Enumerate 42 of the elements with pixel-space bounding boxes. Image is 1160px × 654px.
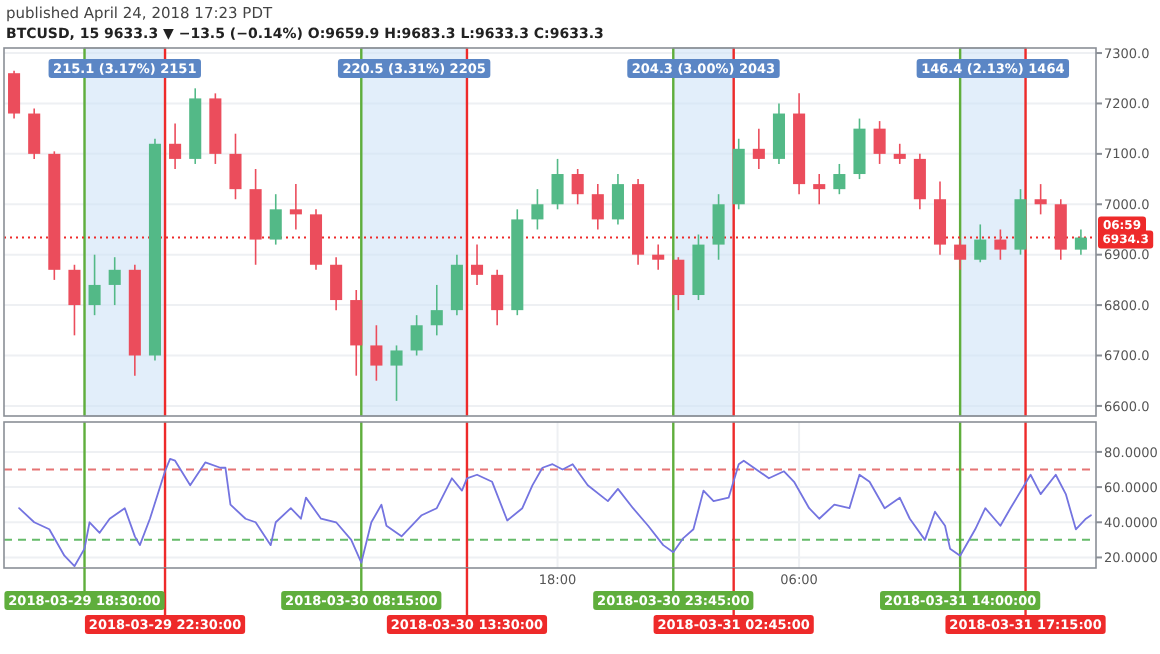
- candlestick: [933, 180, 947, 256]
- candlestick: [712, 193, 725, 261]
- candlestick: [410, 314, 423, 357]
- candlestick: [8, 69, 21, 120]
- candlestick: [652, 243, 665, 271]
- candlestick: [1074, 228, 1087, 256]
- candlestick: [853, 117, 866, 180]
- candlestick: [28, 107, 41, 160]
- candlestick: [954, 238, 967, 271]
- candlestick: [108, 256, 121, 306]
- candlestick: [551, 158, 564, 211]
- candlestick: [893, 142, 906, 165]
- candlestick: [913, 153, 926, 211]
- candlestick: [591, 183, 604, 231]
- candlestick: [450, 253, 463, 316]
- candlestick: [68, 263, 81, 337]
- candlestick: [813, 173, 826, 206]
- candlestick: [491, 269, 504, 327]
- candlestick: [611, 173, 624, 226]
- candlestick: [752, 127, 765, 170]
- candlestick: [330, 256, 343, 311]
- candlestick: [350, 289, 363, 377]
- candlestick: [994, 228, 1007, 261]
- candlestick: [772, 102, 786, 165]
- candlestick: [269, 193, 282, 246]
- candlestick: [974, 223, 987, 264]
- candlestick: [88, 253, 101, 316]
- candlestick: [169, 122, 182, 170]
- candlestick: [470, 243, 484, 286]
- candlestick: [430, 284, 443, 337]
- candlestick: [1034, 183, 1047, 216]
- candlestick: [1054, 198, 1067, 261]
- candlestick: [531, 188, 544, 231]
- candlestick: [370, 324, 383, 382]
- candlestick: [672, 256, 685, 311]
- candlestick: [390, 344, 403, 402]
- candlestick: [873, 120, 886, 165]
- candlestick: [289, 183, 302, 231]
- candlestick: [833, 163, 846, 195]
- candlestick: [571, 168, 584, 206]
- candlestick: [229, 132, 242, 201]
- line-series: [18, 458, 1092, 568]
